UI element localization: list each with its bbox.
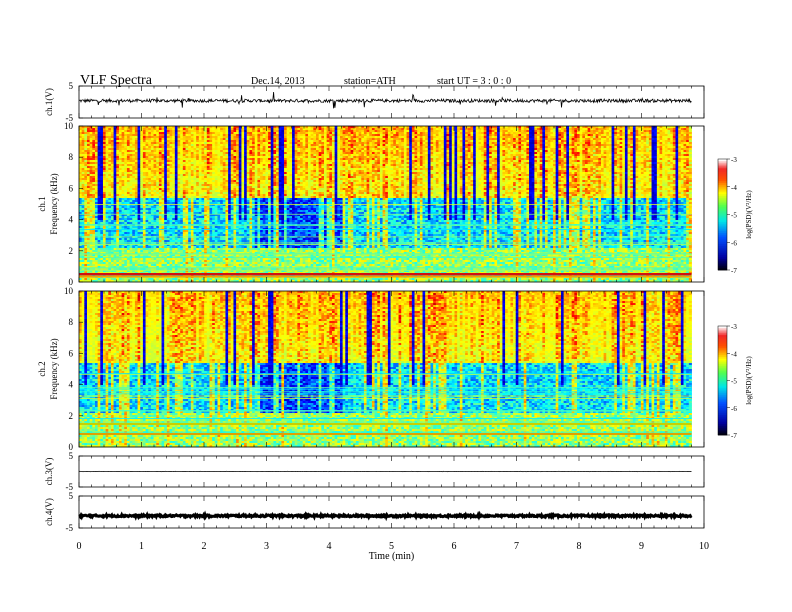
x-tick-label: 1 xyxy=(139,541,144,552)
y-tick-label: 5 xyxy=(69,451,74,461)
y-tick-label: 5 xyxy=(69,81,74,91)
colorbar-tick-label: -4 xyxy=(731,184,737,192)
y-tick-label: 5 xyxy=(69,491,74,501)
x-tick-label: 0 xyxy=(77,541,82,552)
ch1-colorbar-label: log(PSD)(V²/Hz) xyxy=(745,190,753,239)
y-tick-label: 8 xyxy=(69,317,74,327)
x-tick-label: 9 xyxy=(639,541,644,552)
narrowband-line xyxy=(79,276,692,278)
figure-title: VLF Spectra xyxy=(80,73,152,89)
x-tick-label: 3 xyxy=(264,541,269,552)
colorbar-tick-label: -3 xyxy=(731,156,737,164)
x-tick-label: 8 xyxy=(577,541,582,552)
time-axis-label: Time (min) xyxy=(369,551,414,562)
y-tick-label: 2 xyxy=(69,246,74,256)
ch1-waveform-ylabel: ch.1(V) xyxy=(44,88,54,116)
ch1-spectrogram-heatmap xyxy=(79,126,704,283)
date-label: Dec.14, 2013 xyxy=(251,76,305,87)
ch1-spectrogram-ylabel: Frequency (kHz) xyxy=(49,173,59,234)
x-tick-label: 10 xyxy=(699,541,709,552)
colorbar-tick-label: -4 xyxy=(731,350,737,358)
ch4-waveform-ylabel: ch.4(V) xyxy=(44,498,54,526)
x-tick-label: 5 xyxy=(389,541,394,552)
y-tick-label: -5 xyxy=(66,113,74,123)
colorbar-tick-label: -3 xyxy=(731,323,737,331)
ch2-spectrogram-channel-label: ch.2 xyxy=(37,361,47,376)
ch1-colorbar xyxy=(717,158,728,271)
y-tick-label: -5 xyxy=(66,482,74,492)
narrowband-line xyxy=(79,273,692,276)
station-label: station=ATH xyxy=(344,76,396,87)
colorbar-tick-label: -7 xyxy=(731,267,737,275)
y-tick-label: 10 xyxy=(64,121,74,131)
y-tick-label: 0 xyxy=(69,442,74,452)
y-tick-label: 6 xyxy=(69,183,74,193)
y-tick-label: 10 xyxy=(64,286,74,296)
colorbar-tick-label: -6 xyxy=(731,405,737,413)
ch3-waveform-ylabel: ch.3(V) xyxy=(44,458,54,486)
colorbar-tick-label: -5 xyxy=(731,378,737,386)
start-ut-label: start UT = 3 : 0 : 0 xyxy=(437,76,511,87)
y-tick-label: 4 xyxy=(69,380,74,390)
ch2-spectrogram-heatmap xyxy=(79,291,704,448)
ch1-spectrogram-channel-label: ch.1 xyxy=(37,196,47,211)
y-tick-label: 8 xyxy=(69,152,74,162)
colorbar-tick-label: -6 xyxy=(731,239,737,247)
y-tick-label: 2 xyxy=(69,411,74,421)
y-tick-label: 6 xyxy=(69,348,74,358)
ch4-waveform-trace xyxy=(78,510,693,522)
colorbar-tick-label: -7 xyxy=(731,432,737,440)
x-tick-label: 4 xyxy=(327,541,332,552)
x-tick-label: 6 xyxy=(452,541,457,552)
ch2-spectrogram-ylabel: Frequency (kHz) xyxy=(49,338,59,399)
y-tick-label: 0 xyxy=(69,277,74,287)
colorbar-tick-label: -5 xyxy=(731,212,737,220)
narrowband-line xyxy=(79,423,692,425)
y-tick-label: -5 xyxy=(66,523,74,533)
x-tick-label: 7 xyxy=(514,541,519,552)
ch2-colorbar-label: log(PSD)(V²/Hz) xyxy=(745,356,753,405)
ch1-waveform-trace xyxy=(78,91,692,109)
ch2-colorbar xyxy=(717,325,728,436)
narrowband-line xyxy=(79,433,692,435)
x-tick-label: 2 xyxy=(202,541,207,552)
y-tick-label: 4 xyxy=(69,215,74,225)
